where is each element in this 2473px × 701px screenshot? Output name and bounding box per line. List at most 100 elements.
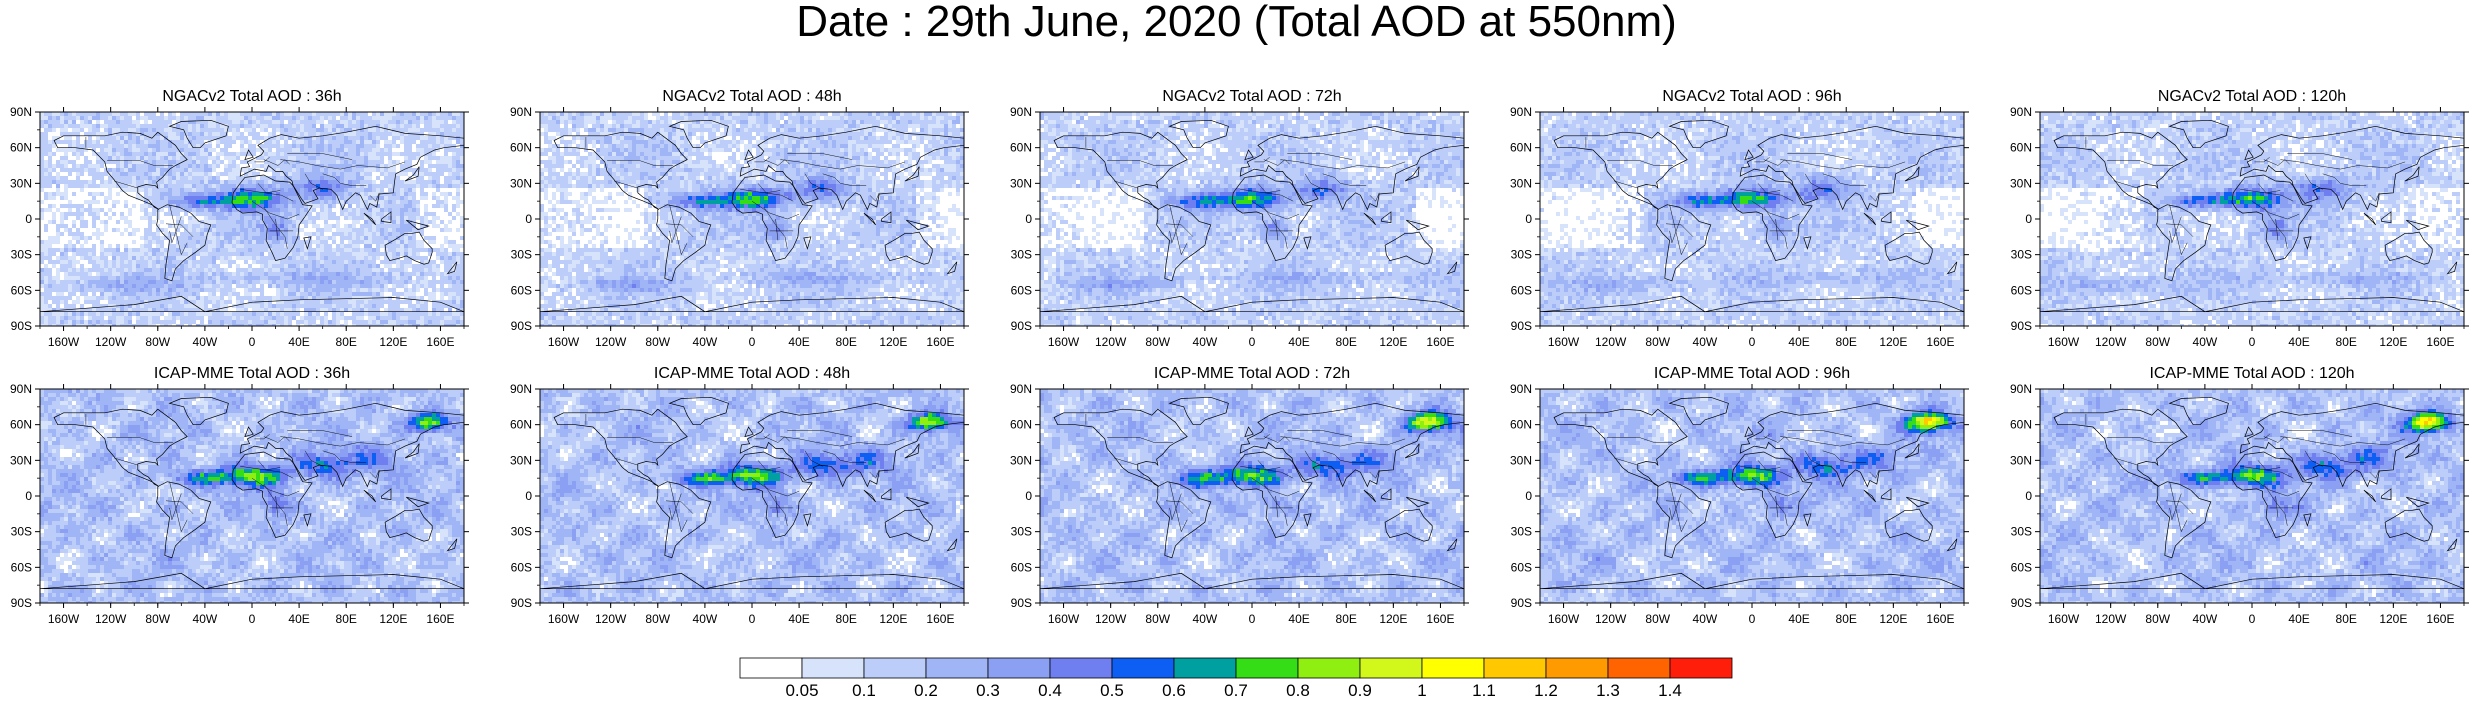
lon-tick-label: 40W — [2193, 612, 2218, 626]
colorbar-swatch — [863, 657, 927, 679]
lon-tick-label: 120W — [1595, 335, 1627, 349]
country-borders — [85, 414, 406, 533]
lat-tick-label: 60S — [511, 560, 532, 574]
lon-tick-label: 80E — [2336, 335, 2357, 349]
lat-tick-label: 30S — [11, 525, 32, 539]
colorbar-swatch — [925, 657, 989, 679]
aod-field — [1040, 112, 1464, 326]
coastlines — [540, 119, 964, 313]
lon-tick-label: 120W — [1095, 335, 1127, 349]
lon-tick-label: 120W — [595, 335, 627, 349]
colorbar-swatch — [801, 657, 865, 679]
panel-title: ICAP-MME Total AOD : 36h — [40, 365, 464, 383]
coastlines — [540, 396, 964, 590]
lon-tick-label: 120W — [2095, 335, 2127, 349]
lon-tick-label: 120E — [879, 612, 907, 626]
coastlines — [1040, 396, 1464, 590]
lon-tick-label: 160W — [48, 612, 80, 626]
colorbar-swatch — [1235, 657, 1299, 679]
lon-tick-label: 160E — [1926, 612, 1954, 626]
lon-tick-label: 120W — [95, 612, 127, 626]
map-panel: ICAP-MME Total AOD : 120h 90N 60N 30N 0 30S 60… — [2000, 365, 2473, 643]
lon-tick-label: 160E — [426, 335, 454, 349]
lon-tick-label: 40W — [1693, 612, 1718, 626]
lat-tick-label: 90S — [511, 596, 532, 610]
colorbar-swatch — [1545, 657, 1609, 679]
lat-tick-label: 30S — [511, 525, 532, 539]
lat-tick-label: 60N — [510, 418, 532, 432]
lat-tick-label: 90N — [2010, 382, 2032, 396]
lon-tick-label: 160E — [926, 335, 954, 349]
lat-tick-label: 90N — [1510, 382, 1532, 396]
lon-tick-label: 120W — [2095, 612, 2127, 626]
panel-title: ICAP-MME Total AOD : 96h — [1540, 365, 1964, 383]
aod-map: 90N 60N 30N 0 30S 60S 90S 160W 120W 80W 40W 0 40E 80E… — [2010, 105, 2469, 349]
aod-map: 90N 60N 30N 0 30S 60S 90S 160W 120W 80W 40W 0 40E 80E… — [10, 105, 469, 349]
lat-tick-label: 60N — [1510, 418, 1532, 432]
country-borders — [85, 137, 406, 256]
lat-tick-label: 30S — [11, 248, 32, 262]
lat-tick-label: 30N — [1510, 176, 1532, 190]
colorbar-label: 1.4 — [1658, 681, 1682, 700]
lat-tick-label: 60N — [2010, 141, 2032, 155]
country-borders — [2085, 137, 2406, 256]
lon-tick-label: 120E — [879, 335, 907, 349]
colorbar-label: 0.9 — [1348, 681, 1372, 700]
lon-tick-label: 80E — [836, 335, 857, 349]
lon-tick-label: 120E — [1879, 612, 1907, 626]
lat-tick-label: 90S — [2011, 596, 2032, 610]
lon-tick-label: 40W — [1193, 335, 1218, 349]
lat-tick-label: 60S — [1511, 283, 1532, 297]
lat-tick-label: 30N — [510, 176, 532, 190]
lon-tick-label: 120W — [1595, 612, 1627, 626]
panel-title: NGACv2 Total AOD : 96h — [1540, 88, 1964, 106]
coastlines — [1540, 396, 1964, 590]
aod-map: 90N 60N 30N 0 30S 60S 90S 160W 120W 80W 40W 0 40E 80E… — [1010, 382, 1469, 626]
lat-tick-label: 0 — [525, 212, 532, 226]
lat-tick-label: 0 — [25, 212, 32, 226]
aod-map: 90N 60N 30N 0 30S 60S 90S 160W 120W 80W 40W 0 40E 80E… — [10, 382, 469, 626]
aod-map: 90N 60N 30N 0 30S 60S 90S 160W 120W 80W 40W 0 40E 80E… — [510, 105, 969, 349]
colorbar-label: 0.2 — [914, 681, 938, 700]
lon-tick-label: 80W — [1145, 612, 1170, 626]
lon-tick-label: 80E — [1836, 612, 1857, 626]
lon-tick-label: 160W — [1048, 335, 1080, 349]
map-panel: ICAP-MME Total AOD : 96h 90N 60N 30N 0 30S 60S… — [1500, 365, 2000, 643]
colorbar-swatch — [1111, 657, 1175, 679]
lat-tick-label: 30N — [2010, 453, 2032, 467]
map-panel: NGACv2 Total AOD : 72h 90N 60N 30N 0 30S 60S 90… — [1000, 88, 1500, 366]
lon-tick-label: 160W — [548, 612, 580, 626]
aod-map: 90N 60N 30N 0 30S 60S 90S 160W 120W 80W 40W 0 40E 80E… — [2010, 382, 2469, 626]
lat-tick-label: 90N — [1010, 105, 1032, 119]
colorbar-label: 0.5 — [1100, 681, 1124, 700]
country-borders — [585, 414, 906, 533]
lon-tick-label: 80E — [336, 612, 357, 626]
lon-tick-label: 0 — [2249, 612, 2256, 626]
panel-title: NGACv2 Total AOD : 72h — [1040, 88, 1464, 106]
aod-map: 90N 60N 30N 0 30S 60S 90S 160W 120W 80W 40W 0 40E 80E… — [1510, 105, 1969, 349]
lon-tick-label: 0 — [249, 612, 256, 626]
lon-tick-label: 40E — [1788, 335, 1809, 349]
colorbar-label: 0.4 — [1038, 681, 1062, 700]
colorbar-swatch — [1607, 657, 1671, 679]
colorbar-swatch — [1049, 657, 1113, 679]
colorbar-scale: 0.05 0.1 0.2 0.3 0.4 0.5 0.6 0.7 0.8 0.9 1 1.1 1.2 1.… — [739, 657, 1733, 700]
lon-tick-label: 40W — [1193, 612, 1218, 626]
map-panel: ICAP-MME Total AOD : 36h 90N 60N 30N 0 30S 60S… — [0, 365, 500, 643]
colorbar-label: 0.7 — [1224, 681, 1248, 700]
lon-tick-label: 160E — [2426, 612, 2454, 626]
colorbar-swatch — [1173, 657, 1237, 679]
lon-tick-label: 80W — [645, 612, 670, 626]
lat-tick-label: 90S — [11, 319, 32, 333]
colorbar-label: 1 — [1417, 681, 1426, 700]
country-borders — [1085, 414, 1406, 533]
colorbar-label: 0.8 — [1286, 681, 1310, 700]
lon-tick-label: 80W — [1645, 335, 1670, 349]
lat-tick-label: 90S — [1011, 596, 1032, 610]
lat-tick-label: 30N — [10, 453, 32, 467]
map-panel: NGACv2 Total AOD : 36h 90N 60N 30N 0 30S 60S 90… — [0, 88, 500, 366]
lat-tick-label: 30S — [1011, 525, 1032, 539]
lon-tick-label: 160E — [1926, 335, 1954, 349]
lon-tick-label: 80W — [145, 335, 170, 349]
country-borders — [585, 137, 906, 256]
